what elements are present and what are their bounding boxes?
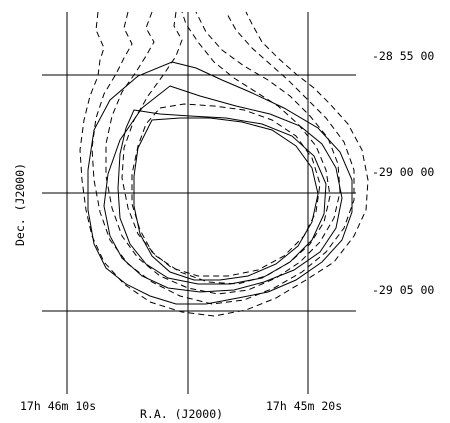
solid-contour-inner: [133, 117, 319, 281]
coordinate-grid: [42, 12, 356, 394]
dec-tick-label: -28 55 00: [372, 49, 434, 63]
solid-contour-outer: [87, 61, 353, 305]
dec-tick-labels: -28 55 00 -29 00 00 -29 05 00: [372, 49, 434, 297]
dashed-contour-3: [105, 11, 341, 295]
dashed-contour-inner: [131, 103, 321, 277]
dashed-contour-4: [121, 11, 331, 285]
x-axis-title: R.A. (J2000): [140, 407, 223, 421]
ra-tick-labels: 17h 46m 10s 17h 45m 20s: [20, 399, 342, 413]
ra-tick-label: 17h 46m 10s: [20, 399, 96, 413]
y-axis-title: Dec. (J2000): [13, 163, 27, 246]
dec-tick-label: -29 00 00: [372, 165, 434, 179]
dec-tick-label: -29 05 00: [372, 283, 434, 297]
dashed-contour-outer: [79, 11, 369, 317]
dashed-contour-2: [91, 11, 355, 305]
solid-contours: [87, 61, 353, 305]
ra-tick-label: 17h 45m 20s: [266, 399, 342, 413]
dashed-contours: [79, 11, 369, 317]
solid-contour-2: [103, 85, 343, 293]
